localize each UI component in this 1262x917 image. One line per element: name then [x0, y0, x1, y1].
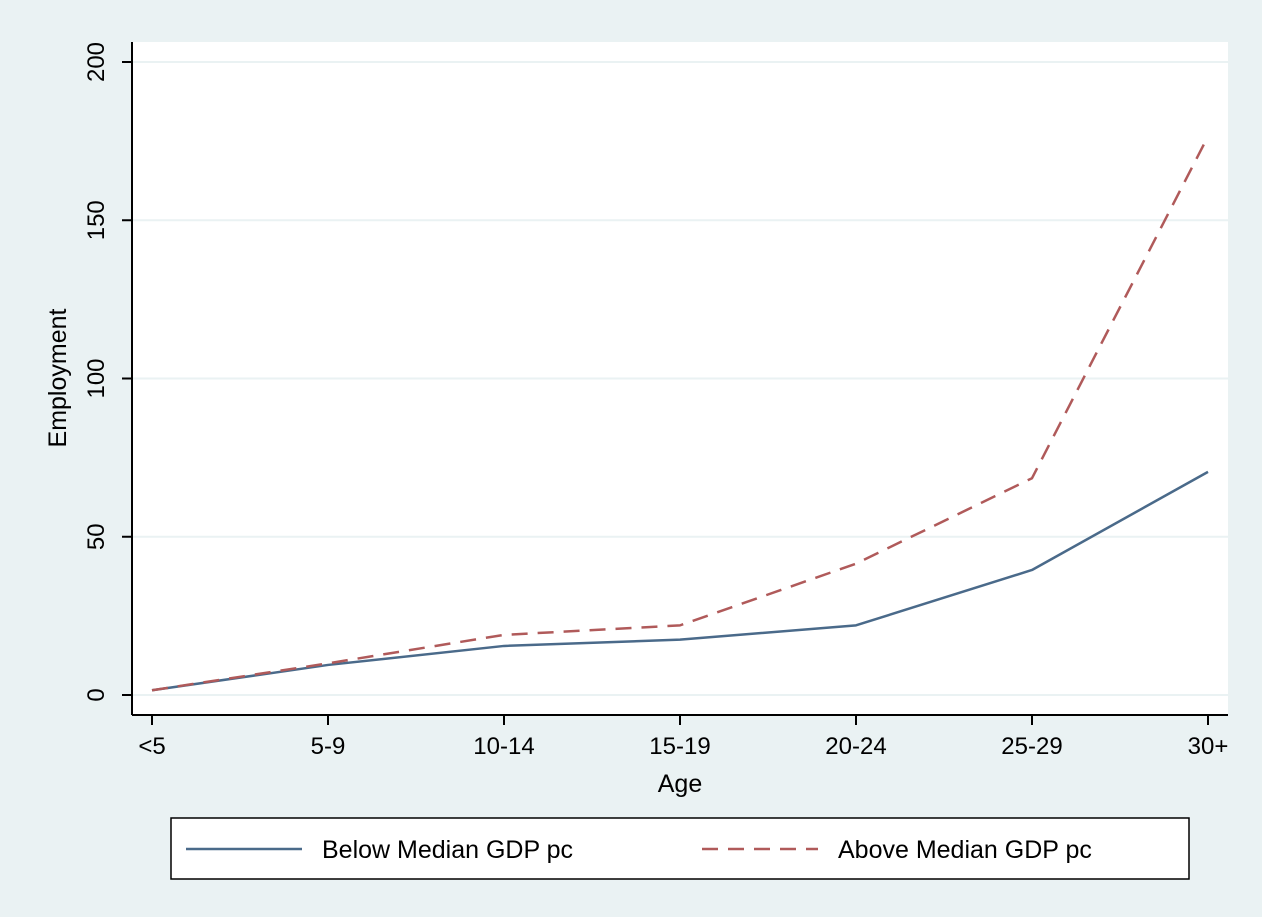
- y-axis-ticks: 0 50 100 150 200: [83, 42, 132, 702]
- x-tick-label: 10-14: [473, 733, 534, 760]
- y-tick-label: 100: [83, 358, 110, 398]
- x-axis-ticks: <5 5-9 10-14 15-19 20-24 25-29 30+: [138, 715, 1228, 760]
- y-tick-label: 0: [83, 688, 110, 701]
- y-tick-label: 150: [83, 200, 110, 240]
- x-tick-label: <5: [138, 733, 165, 760]
- legend-label-above-median: Above Median GDP pc: [838, 836, 1092, 864]
- legend: Below Median GDP pc Above Median GDP pc: [170, 817, 1190, 880]
- y-axis-title: Employment: [44, 308, 72, 447]
- series-line-above-median: [151, 135, 1210, 692]
- gridlines: [132, 61, 1228, 696]
- x-axis-title: Age: [658, 770, 702, 798]
- x-tick-label: 30+: [1188, 733, 1229, 760]
- x-tick-label: 20-24: [825, 733, 886, 760]
- x-tick-label: 5-9: [311, 733, 346, 760]
- legend-label-below-median: Below Median GDP pc: [322, 836, 573, 864]
- legend-box: [170, 817, 1190, 880]
- y-tick-label: 50: [83, 523, 110, 550]
- x-tick-label: 15-19: [649, 733, 710, 760]
- y-tick-label: 200: [83, 42, 110, 82]
- x-tick-label: 25-29: [1001, 733, 1062, 760]
- series-line-below-median: [151, 470, 1209, 692]
- series-lines: [151, 135, 1210, 692]
